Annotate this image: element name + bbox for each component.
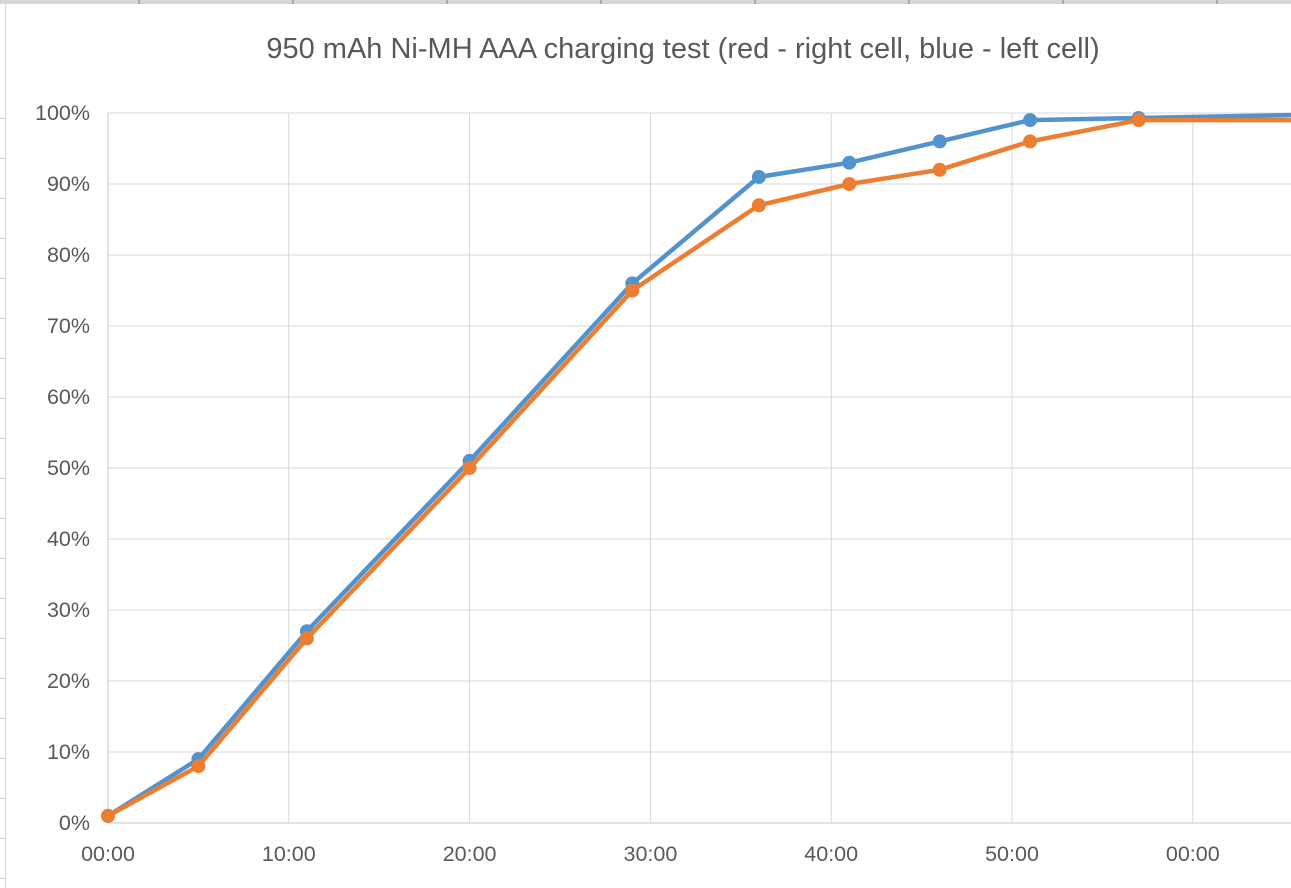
worksheet-row-tick [0,318,5,319]
series-marker-right-cell [751,198,766,213]
worksheet-row-tick [0,598,5,599]
y-axis-tick-label: 70% [47,314,90,338]
worksheet-column-tick [446,0,448,4]
worksheet-row-tick [0,678,5,679]
y-axis-tick-label: 30% [47,598,90,622]
series-marker-right-cell [101,808,115,823]
worksheet-row-tick [0,438,5,439]
series-marker-right-cell [1131,113,1146,128]
series-marker-right-cell [462,461,477,475]
worksheet-row-tick [0,758,5,759]
worksheet-row-tick [0,158,5,159]
series-marker-left-cell [842,155,857,170]
worksheet-row-tick [0,358,5,359]
y-axis-tick-label: 90% [47,172,90,196]
series-marker-right-cell [932,162,947,177]
worksheet-row-tick [0,838,5,839]
series-marker-right-cell [842,177,857,191]
worksheet-column-tick [600,0,602,4]
y-axis-tick-label: 20% [47,669,90,693]
y-axis-tick-label: 40% [47,527,90,551]
worksheet-column-tick [138,0,140,4]
x-axis-tick-label: 20:00 [443,842,497,866]
worksheet-row-tick [0,798,5,799]
series-line-left-cell [105,112,1291,819]
worksheet-row-tick [0,478,5,479]
y-axis-tick-label: 0% [59,811,90,835]
worksheet-column-tick [908,0,910,4]
series-marker-left-cell [932,134,947,149]
chart-object-border [5,4,6,888]
series-marker-left-cell [751,169,766,184]
series-marker-right-cell [625,283,640,298]
chart-title: 950 mAh Ni-MH AAA charging test (red - r… [266,33,1100,65]
worksheet-row-divider [0,0,1291,4]
x-axis-tick-label: 40:00 [804,842,858,866]
x-axis-tick-label: 00:00 [1166,842,1220,866]
worksheet-row-tick [0,278,5,279]
worksheet-row-tick [0,518,5,519]
worksheet-row-tick [0,398,5,399]
worksheet-row-tick [0,238,5,239]
worksheet-row-tick [0,718,5,719]
y-axis-tick-label: 10% [47,740,90,764]
series-marker-right-cell [1023,134,1038,149]
worksheet-column-tick [292,0,294,4]
worksheet-row-tick [0,558,5,559]
y-axis-tick-label: 60% [47,385,90,409]
series-marker-right-cell [299,631,314,646]
x-axis-tick-label: 10:00 [262,842,316,866]
x-axis-tick-label: 50:00 [985,842,1039,866]
worksheet-column-tick [1216,0,1218,4]
y-axis-tick-label: 80% [47,243,90,267]
worksheet-row-tick [0,118,5,119]
x-axis-tick-label: 00:00 [81,842,135,866]
worksheet-row-tick [0,198,5,199]
x-axis-tick-label: 30:00 [623,842,677,866]
worksheet-row-tick [0,638,5,639]
y-axis-tick-label: 100% [35,101,90,125]
y-axis-tick-label: 50% [47,456,90,480]
series-marker-left-cell [1023,113,1038,128]
worksheet-column-tick [754,0,756,4]
worksheet-row-tick [0,878,5,879]
series-marker-right-cell [191,759,206,774]
worksheet-column-tick [1062,0,1064,4]
